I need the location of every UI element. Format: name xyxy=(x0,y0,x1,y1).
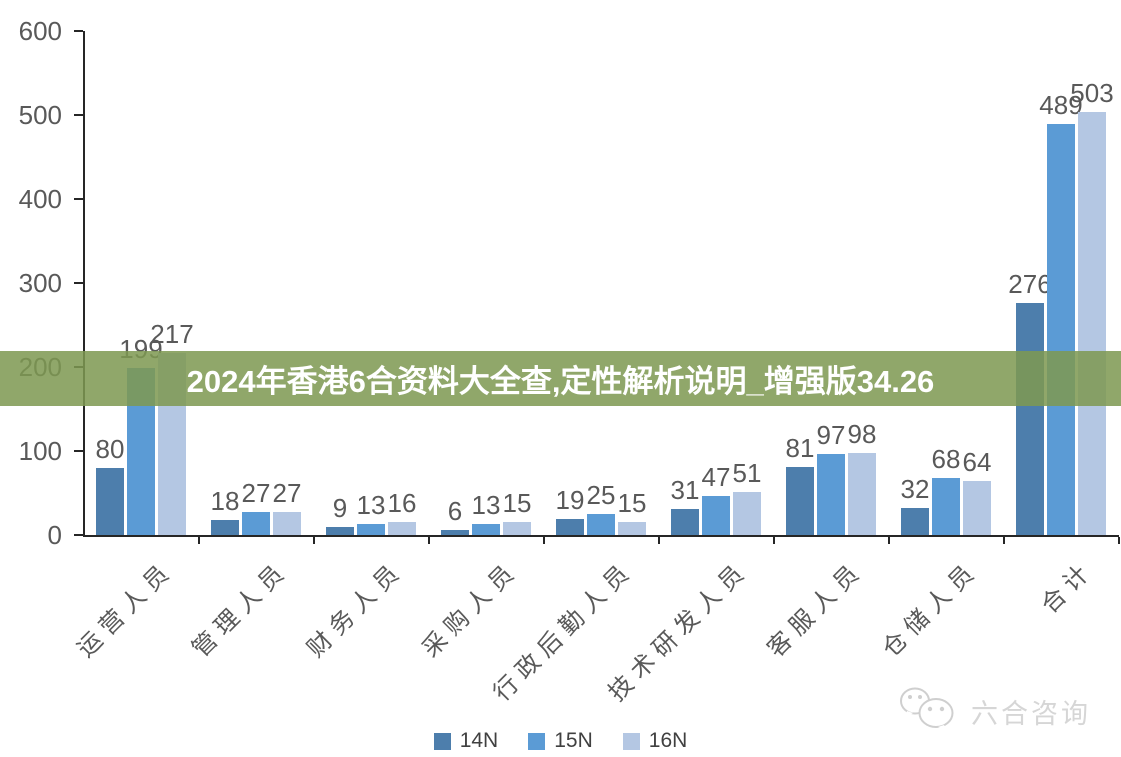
bar-value-label: 27 xyxy=(241,478,271,508)
y-axis-tick-label: 0 xyxy=(47,520,62,550)
bar-15N-采购人员 xyxy=(472,524,500,535)
bar-value-label: 276 xyxy=(1008,269,1052,299)
y-axis-tick-mark xyxy=(74,534,83,536)
bar-value-label: 68 xyxy=(931,444,961,474)
bar-value-label: 489 xyxy=(1039,90,1083,120)
bar-15N-行政后勤人员 xyxy=(587,514,615,535)
y-axis-tick-mark xyxy=(74,30,83,32)
x-axis-tick-mark xyxy=(1003,537,1005,544)
legend-swatch-15N xyxy=(528,732,546,750)
bar-15N-技术研发人员 xyxy=(702,496,730,535)
legend-item-16N: 16N xyxy=(622,729,688,753)
y-axis-tick-label: 100 xyxy=(18,436,62,466)
chart-legend: 14N 15N 16N xyxy=(0,727,1121,755)
x-axis-tick-mark xyxy=(658,537,660,544)
bar-value-label: 18 xyxy=(210,486,240,516)
bar-value-label: 27 xyxy=(272,478,302,508)
bar-14N-仓储人员 xyxy=(901,508,929,535)
x-axis-tick-mark xyxy=(428,537,430,544)
bar-value-label: 15 xyxy=(502,488,532,518)
bar-value-label: 47 xyxy=(701,462,731,492)
bar-14N-财务人员 xyxy=(326,527,354,535)
y-axis-tick-label: 300 xyxy=(18,268,62,298)
y-axis-tick-mark xyxy=(74,282,83,284)
wechat-bubbles-icon xyxy=(897,684,961,739)
bar-value-label: 19 xyxy=(555,485,585,515)
x-axis-tick-mark xyxy=(543,537,545,544)
bar-15N-客服人员 xyxy=(817,454,845,535)
bar-14N-技术研发人员 xyxy=(671,509,699,535)
bar-value-label: 9 xyxy=(332,493,348,523)
y-axis-tick-label: 500 xyxy=(18,100,62,130)
bar-value-label: 98 xyxy=(847,419,877,449)
y-axis-tick-label: 400 xyxy=(18,184,62,214)
y-axis-tick-mark xyxy=(74,198,83,200)
y-axis-line xyxy=(83,31,85,536)
bar-16N-仓储人员 xyxy=(963,481,991,535)
x-axis-line xyxy=(83,535,1119,537)
legend-item-15N: 15N xyxy=(528,729,593,753)
legend-label: 16N xyxy=(648,729,688,752)
legend-swatch-16N xyxy=(622,732,640,750)
bar-value-label: 6 xyxy=(447,496,463,526)
x-axis-tick-mark xyxy=(313,537,315,544)
x-axis-tick-mark xyxy=(888,537,890,544)
y-axis-tick-mark xyxy=(74,114,83,116)
bar-16N-技术研发人员 xyxy=(733,492,761,535)
legend-item-14N: 14N xyxy=(433,729,499,753)
bar-14N-采购人员 xyxy=(441,530,469,535)
bar-15N-财务人员 xyxy=(357,524,385,535)
bar-value-label: 64 xyxy=(962,447,992,477)
bar-value-label: 31 xyxy=(670,475,700,505)
bar-value-label: 25 xyxy=(586,480,616,510)
promo-banner-text: 2024年香港6合资料大全查,定性解析说明_增强版34.26 xyxy=(186,364,935,399)
bar-14N-运营人员 xyxy=(96,468,124,535)
bar-value-label: 51 xyxy=(732,458,762,488)
bar-value-label: 80 xyxy=(95,434,125,464)
y-axis-tick-label: 600 xyxy=(18,16,62,46)
bar-14N-客服人员 xyxy=(786,467,814,535)
brand-watermark-text: 六合咨询 xyxy=(971,699,1091,729)
x-axis-tick-mark xyxy=(773,537,775,544)
bar-value-label: 13 xyxy=(471,490,501,520)
bar-16N-管理人员 xyxy=(273,512,301,535)
bar-value-label: 15 xyxy=(617,488,647,518)
bar-16N-采购人员 xyxy=(503,522,531,535)
bar-16N-合计 xyxy=(1078,112,1106,535)
bar-14N-管理人员 xyxy=(211,520,239,535)
bar-value-label: 503 xyxy=(1070,78,1114,108)
bar-15N-管理人员 xyxy=(242,512,270,535)
bar-15N-合计 xyxy=(1047,124,1075,535)
bar-value-label: 32 xyxy=(900,474,930,504)
bar-value-label: 97 xyxy=(816,420,846,450)
bar-value-label: 16 xyxy=(387,488,417,518)
brand-watermark: 六合咨询 xyxy=(897,684,1091,739)
x-axis-tick-mark xyxy=(1118,537,1120,544)
legend-label: 15N xyxy=(554,729,593,752)
bar-16N-客服人员 xyxy=(848,453,876,535)
bar-16N-行政后勤人员 xyxy=(618,522,646,535)
bar-16N-财务人员 xyxy=(388,522,416,535)
bar-14N-行政后勤人员 xyxy=(556,519,584,535)
bar-value-label: 217 xyxy=(150,319,194,349)
bar-value-label: 13 xyxy=(356,490,386,520)
promo-banner-overlay[interactable]: 2024年香港6合资料大全查,定性解析说明_增强版34.26 xyxy=(0,351,1121,406)
legend-label: 14N xyxy=(459,729,499,752)
legend-swatch-14N xyxy=(433,732,451,750)
bar-value-label: 81 xyxy=(785,433,815,463)
bar-15N-仓储人员 xyxy=(932,478,960,535)
x-axis-tick-mark xyxy=(198,537,200,544)
y-axis-tick-mark xyxy=(74,450,83,452)
bar-14N-合计 xyxy=(1016,303,1044,535)
